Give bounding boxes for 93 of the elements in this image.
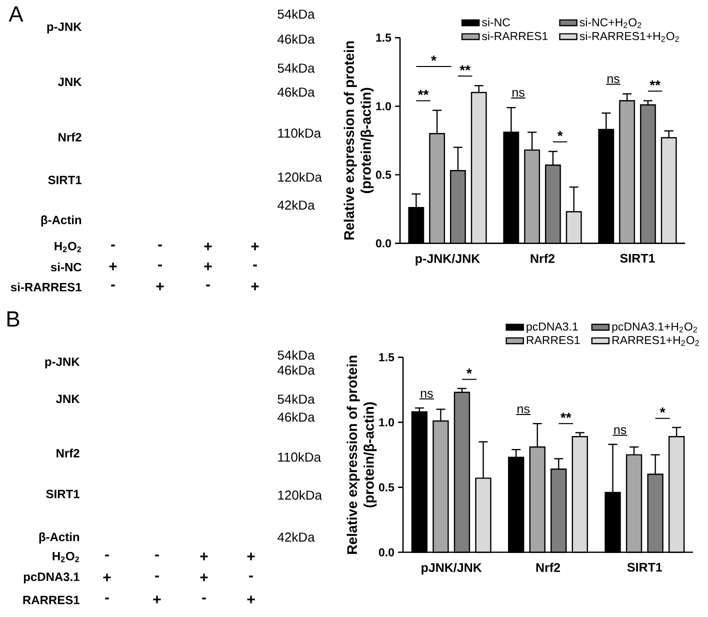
legend-label: si-RARRES1 (482, 32, 548, 40)
text: 42kDa (278, 532, 315, 542)
text: 42kDa (278, 200, 315, 210)
y-axis-title: Relative expression of protein (protein/β-actin) (344, 41, 374, 240)
text: + (251, 282, 259, 290)
legend-label: pcDNA3.1+H$_{2}$O$_{2}$ (612, 322, 697, 333)
text: + (204, 242, 212, 250)
annotation: * (660, 408, 666, 413)
annotation: * (466, 368, 472, 374)
y-axis-title: Relative expression of protein (protein/β-actin) (346, 356, 377, 554)
text: - (111, 284, 115, 286)
x-tick-label: p-JNK/JNK (416, 254, 480, 266)
text: β-Actin (39, 532, 80, 544)
y-tick-label: 1.0 (379, 418, 394, 426)
annotation: ** (560, 412, 572, 418)
annotation: ns (512, 90, 524, 97)
y-tick-label: 0.0 (378, 548, 394, 556)
text: p-JNK (47, 22, 82, 34)
text: 54kDa (278, 9, 315, 19)
text: 120kDa (278, 490, 322, 500)
annotation: ns (518, 406, 530, 414)
text: H$_{2}$O$_{2}$ (54, 242, 81, 252)
y-tick-label: 0.5 (376, 170, 392, 179)
text: B (7, 311, 20, 327)
text: 46kDa (278, 412, 315, 422)
text: + (156, 282, 164, 290)
legend-label: si-RARRES1+H$_{2}$O$_{2}$ (580, 32, 679, 42)
text: - (155, 554, 159, 556)
text: - (105, 554, 109, 556)
text: - (249, 576, 253, 578)
text: Nrf2 (56, 448, 80, 458)
text: p-JNK (45, 358, 80, 368)
text: - (111, 244, 115, 246)
annotation: ns (614, 427, 626, 434)
text: - (202, 598, 206, 600)
text: SIRT1 (48, 176, 82, 184)
text: β-Actin (41, 215, 82, 227)
text: 120kDa (278, 172, 322, 182)
text: pcDNA3.1 (24, 572, 80, 584)
text: A (8, 6, 24, 22)
text: H$_{2}$O$_{2}$ (52, 552, 79, 562)
annotation: * (557, 131, 563, 136)
annotation: ** (418, 90, 429, 96)
text: + (247, 596, 255, 604)
text: + (103, 574, 111, 582)
x-tick-label: SIRT1 (620, 254, 655, 263)
y-tick-label: 1.5 (379, 353, 394, 362)
text: - (253, 264, 257, 266)
legend-label: RARRES1 (526, 336, 580, 344)
text: si-RARRES1 (10, 282, 82, 292)
x-tick-label: pJNK/JNK (422, 562, 482, 574)
annotation: ns (608, 76, 620, 84)
text: si-NC (50, 262, 82, 272)
text: 46kDa (278, 87, 315, 97)
y-tick-label: 0.0 (376, 239, 392, 248)
text: 110kDa (278, 128, 322, 138)
text: - (206, 284, 210, 286)
text: + (153, 596, 161, 604)
x-tick-label: Nrf2 (530, 254, 554, 263)
annotation: * (431, 56, 436, 61)
text: 54kDa (278, 350, 315, 360)
x-tick-label: Nrf2 (536, 562, 560, 572)
text: + (251, 242, 259, 250)
y-tick-label: 0.5 (378, 483, 394, 492)
text: - (155, 576, 159, 578)
text: + (204, 262, 212, 270)
annotation: ns (420, 390, 433, 398)
text: 54kDa (278, 63, 315, 73)
annotation: ** (650, 80, 661, 86)
text: Nrf2 (58, 132, 82, 142)
x-tick-label: SIRT1 (627, 562, 662, 572)
legend-label: si-NC (482, 18, 510, 26)
annotation: ** (460, 65, 471, 70)
text: JNK (58, 78, 82, 86)
text: + (200, 552, 208, 560)
y-tick-label: 1.5 (376, 34, 392, 42)
y-tick-label: 1.0 (376, 102, 392, 110)
text: 46kDa (278, 365, 315, 375)
text: + (200, 574, 208, 582)
text: - (105, 598, 109, 600)
text: JNK (56, 394, 80, 404)
legend-label: si-NC+H$_{2}$O$_{2}$ (580, 18, 642, 28)
legend-label: pcDNA3.1 (526, 322, 578, 333)
text: RARRES1 (23, 596, 80, 604)
text: 110kDa (278, 452, 322, 462)
text: SIRT1 (46, 490, 80, 498)
text: 54kDa (278, 394, 315, 404)
text: - (158, 244, 162, 246)
text: + (247, 552, 255, 560)
text: - (158, 264, 162, 266)
text: 46kDa (278, 34, 315, 44)
text: + (109, 262, 117, 270)
legend-label: RARRES1+H$_{2}$O$_{2}$ (612, 336, 699, 346)
